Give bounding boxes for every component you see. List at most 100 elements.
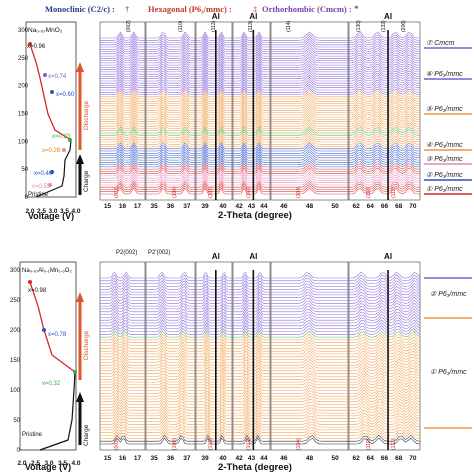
xrd-trace <box>100 56 145 64</box>
xrd-trace <box>196 94 232 102</box>
two-theta-tick: 64 <box>367 203 375 210</box>
xrd-trace <box>146 65 195 73</box>
xrd-trace <box>100 153 145 161</box>
xrd-trace <box>271 47 348 55</box>
xrd-trace <box>349 389 421 397</box>
xrd-trace <box>271 381 348 388</box>
xrd-trace <box>146 392 195 400</box>
bottom-discharge-arrowhead <box>76 292 84 302</box>
xrd-trace <box>196 409 232 417</box>
xrd-trace <box>349 66 420 73</box>
xrd-trace <box>100 49 145 57</box>
top-xrd-panels: Al Al Al 15 16 17 35 36 37 39 40 42 43 44 46 48 50 62 64 66… <box>99 12 421 210</box>
xrd-trace <box>196 53 232 61</box>
xrd-trace <box>146 124 195 131</box>
xrd-panel-frame <box>232 21 271 201</box>
xrd-trace <box>100 155 145 163</box>
xrd-trace <box>146 31 195 39</box>
xrd-trace <box>233 126 270 134</box>
top-voltage-frame <box>25 21 77 198</box>
xrd-trace <box>271 183 348 190</box>
xrd-trace <box>146 104 195 111</box>
xrd-trace <box>233 103 270 111</box>
xrd-trace <box>100 288 145 296</box>
xrd-trace <box>271 58 348 66</box>
xrd-trace <box>348 102 421 109</box>
xrd-trace <box>100 180 145 188</box>
xrd-trace <box>100 330 145 338</box>
xrd-trace <box>196 69 232 77</box>
xrd-trace <box>100 291 145 298</box>
xrd-trace <box>348 147 421 154</box>
peak-index-bottom: (112) <box>391 186 397 198</box>
xrd-trace <box>100 119 145 127</box>
bottom-charge-arrowhead <box>76 392 84 402</box>
xrd-trace <box>348 138 421 145</box>
peak-index-bottom: (002) <box>114 186 120 198</box>
xrd-trace <box>146 122 195 129</box>
xrd-trace <box>233 330 270 338</box>
xrd-trace <box>233 38 270 46</box>
xrd-trace <box>233 74 270 82</box>
xrd-trace <box>100 336 145 343</box>
xrd-trace <box>233 187 270 195</box>
xrd-trace <box>349 170 420 177</box>
xrd-trace <box>146 113 195 120</box>
xrd-trace <box>349 145 420 152</box>
xrd-trace <box>348 79 421 86</box>
xrd-trace <box>100 178 145 186</box>
xrd-trace <box>146 45 195 52</box>
xrd-trace <box>271 97 348 104</box>
xrd-trace <box>349 134 420 140</box>
peak-index-bottom: (100) <box>172 438 178 450</box>
xrd-trace <box>196 327 232 335</box>
xrd-trace <box>146 110 195 118</box>
xrd-trace <box>233 406 270 414</box>
xrd-trace <box>146 272 195 279</box>
xrd-trace <box>271 178 348 186</box>
xrd-trace <box>349 325 421 332</box>
xrd-trace <box>349 417 421 425</box>
xrd-trace <box>100 398 145 405</box>
xrd-trace <box>146 167 195 174</box>
xrd-trace <box>100 54 145 61</box>
xrd-trace <box>271 113 348 120</box>
xrd-trace <box>146 372 195 380</box>
xrd-trace <box>233 434 270 442</box>
x-tick-label: 2.0 <box>25 208 34 215</box>
xrd-trace <box>196 67 232 75</box>
xrd-trace <box>233 49 270 57</box>
xrd-trace <box>100 280 145 287</box>
xrd-trace <box>146 131 195 138</box>
xrd-trace <box>196 283 232 290</box>
y-tick-label: 250 <box>18 56 29 62</box>
xrd-trace <box>233 280 270 287</box>
xrd-trace <box>233 108 270 116</box>
xrd-trace <box>146 305 195 313</box>
xrd-trace <box>196 119 232 127</box>
xrd-trace <box>196 271 232 279</box>
top-label-pristine: Pristine <box>28 192 49 198</box>
bottom-x-ticks: 2.0 2.5 3.0 3.5 4.0 <box>17 460 80 467</box>
xrd-trace <box>233 47 270 55</box>
xrd-trace <box>271 101 348 109</box>
xrd-trace <box>146 92 195 100</box>
peak-index-top: (206) <box>401 20 407 32</box>
xrd-trace <box>100 103 145 111</box>
xrd-trace <box>100 158 145 165</box>
xrd-trace <box>271 274 348 282</box>
xrd-trace <box>233 162 270 170</box>
xrd-trace <box>349 88 420 95</box>
xrd-trace <box>349 93 420 100</box>
xrd-trace <box>271 40 348 48</box>
xrd-trace <box>100 63 145 70</box>
xrd-trace <box>196 350 232 358</box>
xrd-trace <box>196 384 232 391</box>
y-tick-label: 300 <box>10 268 21 274</box>
xrd-trace <box>271 117 348 125</box>
xrd-trace <box>233 426 270 433</box>
xrd-trace <box>196 40 232 48</box>
xrd-trace <box>349 311 421 318</box>
x-tick-label: 4.0 <box>71 460 80 467</box>
two-theta-tick: 43 <box>248 203 256 210</box>
